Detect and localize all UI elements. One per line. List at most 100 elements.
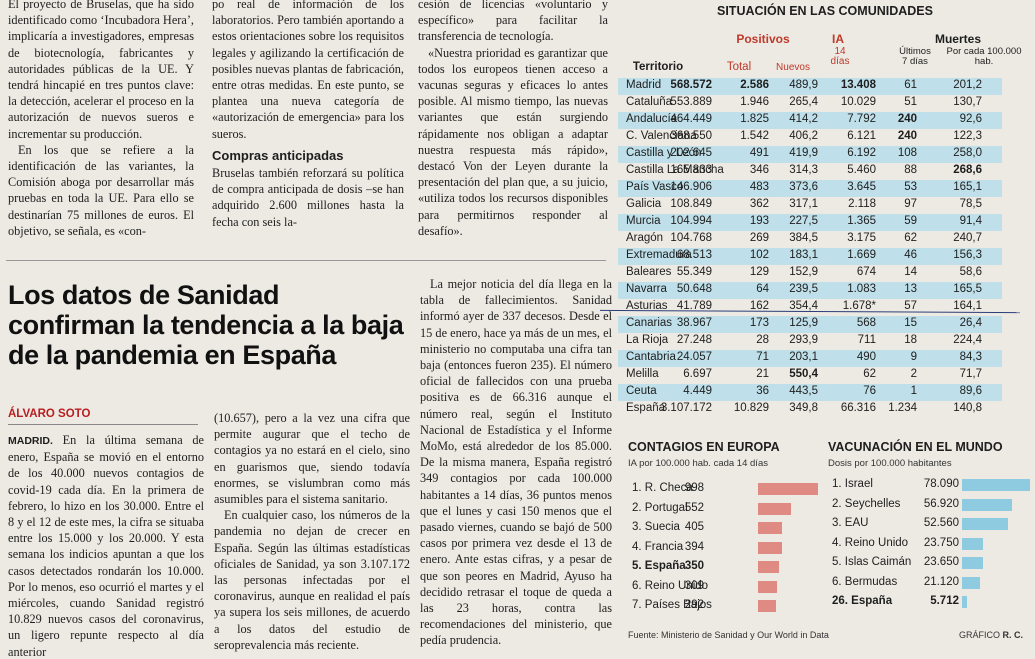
europe-value-label: 350 (684, 560, 704, 572)
cell-nuevos: 36 (756, 385, 769, 397)
vaccination-bar (962, 498, 1012, 511)
header-ia: IA (832, 32, 844, 46)
table-row: Ceuta 4.449 36 443,5 76 1 89,6 (618, 384, 1032, 401)
vaccination-row: 26. España 5.712 (832, 593, 1032, 613)
vaccination-value-label: 23.650 (923, 556, 959, 568)
europe-bar (758, 483, 818, 495)
cell-por: 224,4 (953, 334, 982, 346)
byline: ÁLVARO SOTO (8, 408, 198, 425)
cell-mtotal: 1.365 (847, 215, 876, 227)
cell-nuevos: 64 (756, 283, 769, 295)
row-shading (618, 248, 1002, 265)
cell-ult: 240 (897, 113, 917, 125)
credit-prefix: GRÁFICO (958, 630, 1000, 640)
europe-value-label: 292 (684, 599, 704, 611)
cell-name: Ceuta (626, 385, 657, 397)
cell-por: 164,1 (953, 300, 982, 312)
cell-name: Madrid (626, 79, 662, 91)
cell-ia: 489,9 (789, 79, 818, 91)
row-shading (618, 214, 1002, 231)
vaccination-category-label: 1. Israel (832, 478, 873, 490)
subheading-compras: Compras anticipadas (212, 147, 344, 163)
cell-ult: 9 (910, 351, 917, 363)
cell-name: Castilla y León (626, 147, 702, 159)
vaccination-bar (962, 518, 1008, 530)
cell-total: 24.057 (676, 351, 712, 363)
cell-por: 84,3 (959, 351, 982, 363)
cell-mtotal: 568 (856, 317, 876, 329)
cell-ult: 15 (904, 317, 917, 329)
city-tag: MADRID. (8, 435, 53, 447)
paragraph: En cualquier caso, los números de la pan… (214, 508, 410, 652)
cell-por: 156,3 (953, 249, 982, 261)
table-row: Andalucía 464.449 1.825 414,2 7.792 240 92,6 (618, 112, 1032, 129)
cell-mtotal: 5.460 (847, 164, 876, 176)
vaccination-value-label: 56.920 (923, 497, 959, 510)
cell-ia: 414,2 (789, 113, 818, 125)
cell-por: 92,6 (959, 113, 982, 125)
paragraph: (10.657), pero a la vez una cifra que pe… (214, 411, 410, 507)
europe-value-label: 998 (684, 482, 704, 494)
cell-ult: 46 (904, 249, 917, 261)
paragraph: «Nuestra prioridad es garantizar que tod… (418, 45, 608, 238)
cell-ia: 419,9 (789, 147, 818, 159)
table-row: Extremadura 68.513 102 183,1 1.669 46 156,3 (618, 248, 1032, 265)
europe-bar (758, 502, 791, 515)
cell-ia: 227,5 (789, 215, 818, 227)
table-row: Canarias 38.967 173 125,9 568 15 26,4 (618, 316, 1032, 333)
cell-ult: 61 (904, 79, 917, 91)
cell-name: Baleares (626, 266, 672, 278)
europe-category-label: 6. Reino Unido (632, 579, 709, 592)
cell-por: 89,6 (959, 385, 982, 397)
cell-ult: 1 (910, 385, 917, 397)
vaccination-bar (962, 596, 967, 608)
vaccination-row: 6. Bermudas 21.120 (832, 574, 1032, 594)
cell-name: C. Valenciana (626, 130, 697, 142)
table-row: Madrid 568.572 2.586 489,9 13.408 61 201,2 (618, 78, 1032, 95)
cell-por: 26,4 (959, 317, 982, 329)
vaccination-category-label: 3. EAU (832, 517, 869, 529)
cell-mtotal: 674 (856, 266, 876, 278)
table-row: C. Valenciana 368.550 1.542 406,2 6.121 240 12… (618, 129, 1032, 146)
europe-category-label: 2. Portugal (632, 501, 688, 514)
vaccination-value-label: 78.090 (923, 478, 959, 490)
headline: Los datos de Sanidad confirman la tenden… (8, 280, 404, 370)
cell-total: 104.994 (670, 215, 712, 227)
table-row: País Vasco 146.906 483 373,6 3.645 53 165,1 (618, 180, 1032, 197)
header-ia-sub: 14 días (830, 46, 850, 67)
cell-ia: 314,3 (789, 164, 818, 176)
cell-ult: 88 (904, 164, 917, 176)
vaccination-value-label: 5.712 (930, 595, 959, 607)
cell-por: 165,1 (953, 181, 982, 193)
cell-ia: 203,1 (789, 351, 818, 363)
cell-total: 68.513 (676, 249, 712, 261)
cell-name: Andalucía (626, 113, 678, 125)
row-shading (618, 282, 1002, 299)
cell-ia: 183,1 (789, 249, 818, 261)
vaccination-category-label: 4. Reino Unido (832, 536, 909, 549)
cell-name: País Vasco (626, 181, 684, 193)
cell-por: 91,4 (959, 215, 982, 227)
europe-row: 1. R. Checa 998 (632, 480, 832, 500)
vaccination-row: 5. Islas Caimán 23.650 (832, 554, 1032, 574)
paragraph: Bruselas también reforzará su política d… (212, 166, 404, 229)
cell-total: 50.648 (676, 283, 712, 295)
cell-name: Cantabria (626, 351, 676, 363)
cell-por: 140,8 (953, 402, 982, 414)
cell-nuevos: 71 (756, 351, 769, 363)
header-muertes: Muertes (934, 32, 981, 46)
cell-ult: 1.234 (888, 402, 917, 414)
paragraph: cesión de licencias «voluntario y especí… (418, 0, 608, 44)
vaccination-value-label: 23.750 (923, 536, 959, 549)
cell-mtotal: 66.316 (840, 402, 876, 414)
header-ultimos: Últimos 7 días (899, 46, 931, 67)
credit-name: R. C. (1002, 630, 1023, 640)
europe-value-label: 394 (684, 540, 704, 553)
table-row: Asturias 41.789 162 354,4 1.678* 57 164,1 (618, 299, 1032, 316)
cell-por: 78,5 (959, 198, 982, 210)
cell-mtotal: 490 (856, 351, 876, 363)
cell-total: 3.107.172 (660, 402, 712, 414)
europe-row: 7. Países Bajos 292 (632, 597, 832, 617)
cell-nuevos: 346 (749, 164, 769, 176)
cell-por: 130,7 (953, 96, 982, 108)
